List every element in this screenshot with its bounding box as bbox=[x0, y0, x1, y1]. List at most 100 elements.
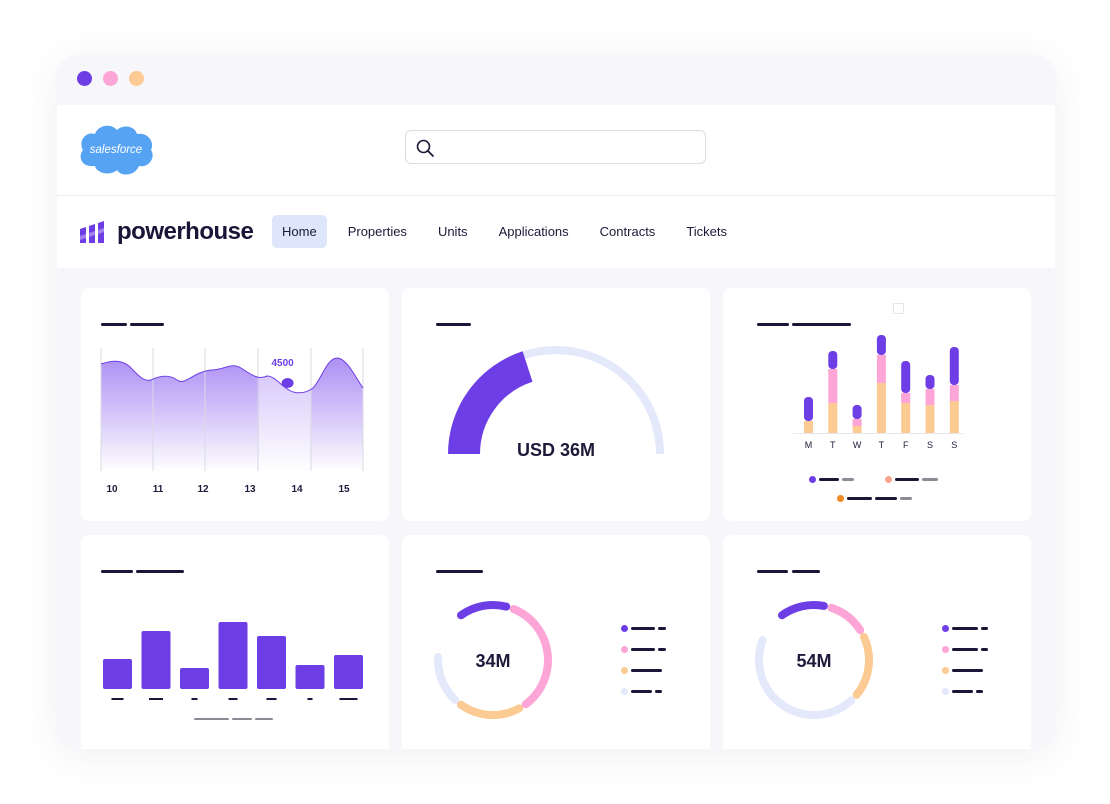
stacked-bar-segment[interactable] bbox=[804, 421, 813, 433]
gauge-card: USD 36M bbox=[402, 288, 710, 521]
salesforce-logo[interactable]: salesforce bbox=[77, 122, 155, 178]
axis-label-placeholder bbox=[194, 718, 229, 720]
nav-contracts[interactable]: Contracts bbox=[599, 224, 656, 239]
stacked-bar-segment[interactable] bbox=[901, 403, 911, 433]
card-title-placeholder bbox=[792, 570, 820, 573]
stacked-bar-segment[interactable] bbox=[876, 335, 886, 355]
stacked-bar-segment[interactable] bbox=[925, 405, 935, 433]
bar[interactable] bbox=[334, 655, 363, 689]
stacked-bar-segment[interactable] bbox=[925, 389, 935, 405]
nav-units[interactable]: Units bbox=[437, 224, 468, 239]
legend-dot bbox=[942, 688, 949, 695]
x-label-placeholder bbox=[228, 698, 238, 700]
stacked-bar-segment[interactable] bbox=[876, 383, 886, 433]
bar[interactable] bbox=[218, 622, 248, 689]
top-header: salesforce bbox=[57, 105, 1055, 196]
bar[interactable] bbox=[141, 631, 171, 689]
search-icon bbox=[416, 139, 434, 157]
stacked-bar-segment[interactable] bbox=[828, 351, 838, 369]
stacked-bar-segment[interactable] bbox=[949, 347, 959, 385]
bar[interactable] bbox=[103, 659, 132, 689]
legend-dot bbox=[837, 495, 844, 502]
stacked-bar-segment[interactable] bbox=[852, 419, 862, 426]
brand[interactable]: powerhouse bbox=[79, 216, 254, 248]
area-fill bbox=[101, 358, 363, 471]
stacked-bar-segment[interactable] bbox=[828, 403, 838, 433]
legend-label-placeholder bbox=[631, 627, 655, 630]
x-tick-label: T bbox=[879, 440, 885, 450]
legend-dot bbox=[621, 667, 628, 674]
card-title-placeholder bbox=[436, 570, 483, 573]
card-title-placeholder bbox=[792, 323, 851, 326]
stacked-bar-segment[interactable] bbox=[949, 401, 959, 433]
card-menu-icon[interactable] bbox=[893, 303, 904, 314]
legend-dot bbox=[621, 646, 628, 653]
nav-tickets[interactable]: Tickets bbox=[686, 224, 728, 239]
x-tick-label: 15 bbox=[338, 484, 350, 495]
x-tick-label: W bbox=[853, 440, 862, 450]
stacked-bar-segment[interactable] bbox=[876, 355, 886, 383]
card-title-placeholder bbox=[757, 570, 788, 573]
nav-home[interactable]: Home bbox=[272, 215, 327, 248]
search-input[interactable] bbox=[444, 131, 703, 165]
stacked-bar-segment[interactable] bbox=[901, 393, 911, 403]
legend-label-placeholder bbox=[631, 648, 655, 651]
bar[interactable] bbox=[295, 665, 325, 689]
axis-label-placeholder bbox=[232, 718, 252, 720]
legend-label-placeholder bbox=[631, 669, 662, 672]
legend-label-placeholder bbox=[658, 648, 666, 651]
x-tick-label: M bbox=[805, 440, 813, 450]
donut-slice[interactable] bbox=[434, 652, 460, 704]
highlight-point[interactable] bbox=[281, 378, 294, 388]
legend-label-placeholder bbox=[655, 690, 662, 693]
donut-slice[interactable] bbox=[509, 605, 552, 709]
donut-slice[interactable] bbox=[777, 601, 828, 620]
stacked-bar-segment[interactable] bbox=[852, 405, 862, 419]
stacked-bar-segment[interactable] bbox=[925, 375, 935, 389]
donut-1-center-label: 34M bbox=[475, 651, 510, 671]
x-tick-label: S bbox=[927, 440, 933, 450]
stacked-bar-segment[interactable] bbox=[852, 426, 862, 433]
x-tick-label: 13 bbox=[244, 484, 256, 495]
legend-dot bbox=[809, 476, 816, 483]
legend-label-placeholder bbox=[976, 690, 983, 693]
donut-slice[interactable] bbox=[755, 636, 856, 719]
main-nav: Home Properties Units Applications Contr… bbox=[272, 215, 748, 248]
stacked-bar-segment[interactable] bbox=[828, 369, 838, 403]
donut-slice[interactable] bbox=[456, 601, 511, 620]
legend-label-placeholder bbox=[952, 669, 983, 672]
window-minimize-button[interactable] bbox=[103, 71, 118, 86]
x-label-placeholder bbox=[339, 698, 358, 700]
bar[interactable] bbox=[257, 636, 286, 689]
salesforce-logo-text: salesforce bbox=[90, 144, 142, 156]
x-label-placeholder bbox=[191, 698, 198, 700]
x-tick-label: 12 bbox=[197, 484, 209, 495]
stacked-bar-segment[interactable] bbox=[901, 361, 911, 393]
legend-label-placeholder bbox=[895, 478, 919, 481]
x-tick-label: 14 bbox=[291, 484, 303, 495]
window-close-button[interactable] bbox=[77, 71, 92, 86]
donut-slice[interactable] bbox=[827, 603, 865, 635]
title-bar bbox=[57, 55, 1055, 105]
search-box[interactable] bbox=[405, 130, 706, 165]
card-title-placeholder bbox=[101, 570, 133, 573]
donut-slice[interactable] bbox=[456, 700, 524, 719]
nav-properties[interactable]: Properties bbox=[347, 224, 407, 239]
navigation-bar: powerhouse Home Properties Units Applica… bbox=[57, 196, 1055, 268]
stacked-bar-segment[interactable] bbox=[949, 385, 959, 401]
gauge-value-label: USD 36M bbox=[517, 440, 595, 460]
donut-chart-1: 34M bbox=[434, 601, 552, 719]
card-title-placeholder bbox=[436, 323, 471, 326]
donut-slice[interactable] bbox=[852, 632, 873, 699]
stacked-bar-segment[interactable] bbox=[804, 397, 813, 421]
legend-dot bbox=[942, 646, 949, 653]
app-window: salesforce powerhouse Home Properties Un… bbox=[57, 55, 1055, 749]
bar-chart-card bbox=[81, 535, 389, 749]
bar[interactable] bbox=[180, 668, 209, 689]
nav-applications[interactable]: Applications bbox=[498, 224, 569, 239]
donut-chart-2: 54M bbox=[755, 601, 873, 719]
card-title-placeholder bbox=[757, 323, 789, 326]
donut-card-2: 54M bbox=[723, 535, 1031, 749]
window-maximize-button[interactable] bbox=[129, 71, 144, 86]
